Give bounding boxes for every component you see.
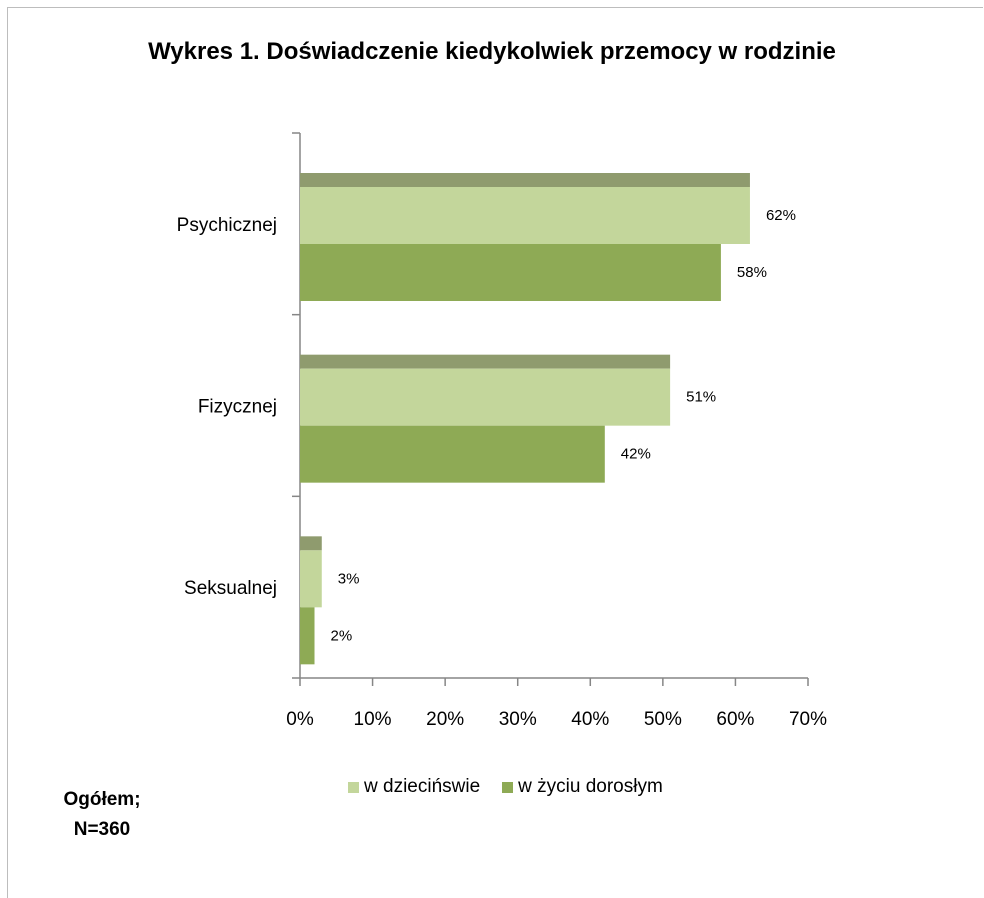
data-label: 58% bbox=[737, 264, 767, 281]
category-label: Psychicznej bbox=[177, 215, 277, 236]
bar bbox=[300, 550, 322, 608]
bar-top-face bbox=[300, 354, 671, 369]
bar bbox=[300, 425, 605, 483]
x-tick-label: 10% bbox=[354, 709, 392, 730]
category-label: Fizycznej bbox=[198, 397, 277, 418]
x-tick-label: 60% bbox=[716, 709, 754, 730]
chart-frame bbox=[7, 7, 983, 898]
x-tick-label: 30% bbox=[499, 709, 537, 730]
legend-item-childhood: w dziecińswie bbox=[348, 776, 480, 798]
category-label: Seksualnej bbox=[184, 578, 277, 599]
chart-title: Wykres 1. Doświadczenie kiedykolwiek prz… bbox=[148, 38, 836, 65]
legend-swatch-childhood bbox=[348, 781, 359, 793]
bar bbox=[300, 244, 721, 301]
bar bbox=[300, 187, 750, 244]
sample-note: Ogółem; N=360 bbox=[42, 785, 162, 845]
legend-label-childhood: w dziecińswie bbox=[364, 776, 481, 797]
legend-item-adult: w życiu dorosłym bbox=[502, 776, 663, 798]
data-label: 42% bbox=[621, 446, 651, 463]
sample-note-line1: Ogółem; bbox=[63, 789, 141, 810]
legend-label-adult: w życiu dorosłym bbox=[518, 776, 663, 797]
x-tick-label: 40% bbox=[571, 709, 609, 730]
sample-note-line2: N=360 bbox=[73, 819, 131, 840]
legend-swatch-adult bbox=[502, 781, 514, 793]
bar-top-face bbox=[300, 536, 322, 551]
legend: w dziecińswie w życiu dorosłym bbox=[348, 776, 685, 798]
x-tick-label: 70% bbox=[789, 709, 827, 730]
bar bbox=[300, 607, 315, 665]
data-label: 51% bbox=[686, 389, 716, 406]
data-label: 62% bbox=[766, 207, 796, 224]
bar-top-face bbox=[300, 173, 750, 187]
data-label: 3% bbox=[338, 570, 360, 587]
x-tick-label: 50% bbox=[644, 709, 682, 730]
data-label: 2% bbox=[331, 627, 353, 644]
bar bbox=[300, 368, 671, 426]
x-tick-label: 20% bbox=[426, 709, 464, 730]
x-tick-label: 0% bbox=[286, 709, 314, 730]
